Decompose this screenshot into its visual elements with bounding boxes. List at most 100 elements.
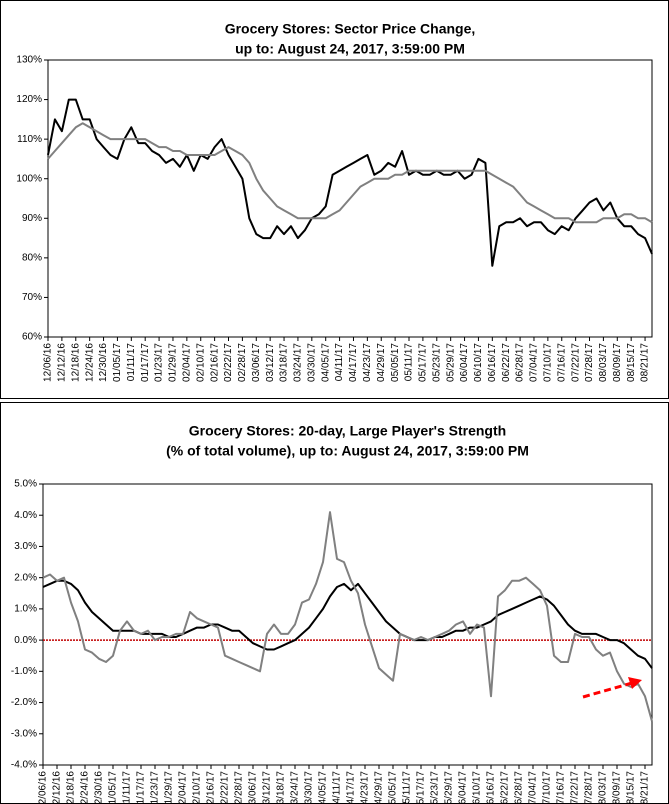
x-tick-label: 03/24/17 [293, 343, 304, 382]
x-tick-label: 01/29/17 [164, 771, 175, 804]
x-tick-label: 08/03/17 [598, 343, 609, 382]
x-tick-label: 05/29/17 [445, 343, 456, 382]
y-tick-label: 130% [16, 55, 42, 66]
x-tick-label: 12/06/16 [38, 771, 49, 804]
x-tick-label: 05/11/17 [404, 343, 415, 382]
x-tick-label: 12/06/16 [43, 343, 54, 382]
x-tick-label: 12/12/16 [52, 771, 63, 804]
x-tick-label: 06/28/17 [515, 343, 526, 382]
y-tick-label: -4.0% [11, 760, 37, 771]
x-tick-label: 07/10/17 [543, 343, 554, 382]
x-tick-label: 04/05/17 [318, 771, 329, 804]
x-tick-label: 12/12/16 [57, 343, 68, 382]
x-tick-label: 03/18/17 [276, 771, 287, 804]
x-tick-label: 12/30/16 [94, 771, 105, 804]
x-tick-label: 02/22/17 [223, 343, 234, 382]
x-tick-label: 08/03/17 [598, 771, 609, 804]
x-tick-label: 03/30/17 [304, 771, 315, 804]
x-tick-label: 02/16/17 [206, 771, 217, 804]
chart-title: Grocery Stores: Sector Price Change, [225, 21, 476, 37]
x-tick-label: 04/17/17 [348, 343, 359, 382]
y-tick-label: 1.0% [14, 604, 37, 615]
x-tick-label: 01/11/17 [122, 771, 133, 804]
x-tick-label: 07/10/17 [542, 771, 553, 804]
x-tick-label: 12/30/16 [98, 343, 109, 382]
x-tick-label: 05/23/17 [431, 343, 442, 382]
chart-title: up to: August 24, 2017, 3:59:00 PM [235, 41, 465, 57]
y-tick-label: 110% [17, 134, 42, 145]
x-tick-label: 01/17/17 [140, 343, 151, 382]
x-tick-label: 12/18/16 [70, 343, 81, 382]
x-tick-label: 07/28/17 [584, 343, 595, 382]
x-tick-label: 05/17/17 [416, 771, 427, 804]
chart-title: Grocery Stores: 20-day, Large Player's S… [189, 423, 506, 439]
x-tick-label: 03/18/17 [279, 343, 290, 382]
series-line [47, 122, 653, 224]
x-tick-label: 06/22/17 [500, 771, 511, 804]
x-tick-label: 07/04/17 [529, 343, 540, 382]
x-tick-label: 08/09/17 [612, 771, 623, 804]
x-tick-label: 08/15/17 [626, 771, 637, 804]
x-tick-label: 04/17/17 [346, 771, 357, 804]
x-tick-label: 01/29/17 [168, 343, 179, 382]
y-tick-label: 4.0% [14, 510, 37, 521]
x-tick-label: 08/09/17 [612, 343, 623, 382]
x-tick-label: 06/10/17 [472, 771, 483, 804]
y-tick-label: 0.0% [14, 635, 37, 646]
x-tick-label: 06/16/17 [487, 343, 498, 382]
x-tick-label: 01/11/17 [126, 343, 137, 382]
y-tick-label: -2.0% [11, 697, 37, 708]
x-tick-label: 03/24/17 [290, 771, 301, 804]
x-tick-label: 05/05/17 [390, 343, 401, 382]
y-tick-label: 3.0% [14, 541, 37, 552]
x-tick-label: 05/11/17 [402, 771, 413, 804]
x-tick-label: 02/28/17 [237, 343, 248, 382]
x-tick-label: 07/22/17 [570, 343, 581, 382]
x-tick-label: 06/22/17 [501, 343, 512, 382]
x-tick-label: 12/18/16 [66, 771, 77, 804]
x-tick-label: 05/17/17 [418, 343, 429, 382]
y-tick-label: 120% [16, 94, 42, 105]
x-tick-label: 12/24/16 [84, 343, 95, 382]
x-tick-label: 04/29/17 [376, 343, 387, 382]
x-tick-label: 02/28/17 [234, 771, 245, 804]
x-tick-label: 08/21/17 [640, 343, 651, 382]
x-tick-label: 07/16/17 [556, 771, 567, 804]
y-tick-label: 70% [22, 292, 42, 303]
series-line [42, 579, 653, 669]
x-tick-label: 07/04/17 [528, 771, 539, 804]
x-tick-label: 07/28/17 [584, 771, 595, 804]
x-tick-label: 01/05/17 [108, 771, 119, 804]
x-tick-label: 06/04/17 [458, 771, 469, 804]
x-tick-label: 07/16/17 [556, 343, 567, 382]
y-tick-label: 5.0% [14, 479, 37, 490]
y-tick-label: 100% [16, 173, 42, 184]
x-tick-label: 02/16/17 [209, 343, 220, 382]
x-tick-label: 02/04/17 [178, 771, 189, 804]
x-tick-label: 04/11/17 [334, 343, 345, 382]
x-tick-label: 05/23/17 [430, 771, 441, 804]
x-tick-label: 03/06/17 [248, 771, 259, 804]
x-tick-label: 12/24/16 [80, 771, 91, 804]
y-tick-label: 80% [22, 252, 42, 263]
chart-title: (% of total volume), up to: August 24, 2… [166, 443, 529, 459]
plot-area [42, 483, 653, 766]
x-tick-label: 05/29/17 [444, 771, 455, 804]
x-tick-label: 02/22/17 [220, 771, 231, 804]
x-tick-label: 07/22/17 [570, 771, 581, 804]
x-tick-label: 05/05/17 [388, 771, 399, 804]
x-tick-label: 03/30/17 [306, 343, 317, 382]
x-tick-label: 03/06/17 [251, 343, 262, 382]
series-line [47, 98, 653, 267]
x-tick-label: 03/12/17 [262, 771, 273, 804]
x-tick-label: 04/05/17 [320, 343, 331, 382]
x-tick-label: 01/17/17 [136, 771, 147, 804]
x-tick-label: 04/23/17 [362, 343, 373, 382]
y-tick-label: -3.0% [11, 728, 37, 739]
annotation-arrow [582, 677, 642, 699]
x-tick-label: 06/10/17 [473, 343, 484, 382]
x-tick-label: 01/23/17 [150, 771, 161, 804]
x-tick-label: 02/10/17 [192, 771, 203, 804]
y-tick-label: 2.0% [14, 572, 37, 583]
